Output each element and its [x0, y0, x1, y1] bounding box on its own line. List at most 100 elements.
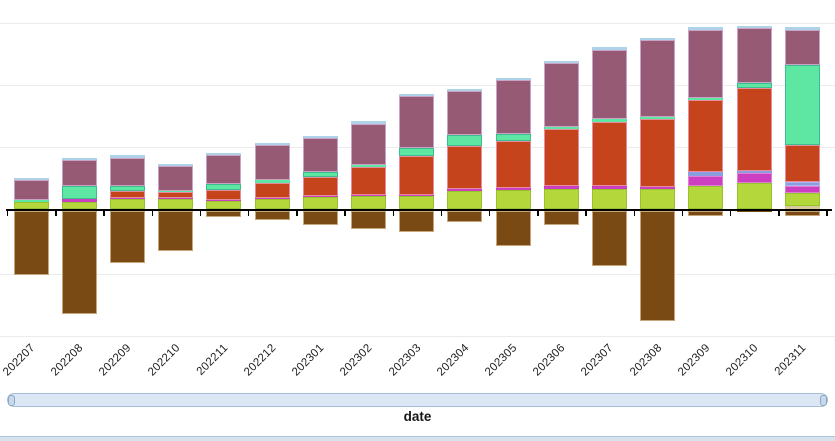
- tan-segment-202311[interactable]: [784, 205, 820, 209]
- red-orange-segment-202308[interactable]: [640, 119, 676, 187]
- purple-segment-202306[interactable]: [543, 63, 579, 127]
- light-blue-cap-segment-202306[interactable]: [543, 61, 579, 63]
- mint-segment-202209[interactable]: [109, 186, 145, 191]
- yellow-green-segment-202208[interactable]: [61, 201, 97, 209]
- date-range-scrollbar[interactable]: [7, 393, 828, 407]
- magenta-segment-202212[interactable]: [254, 197, 290, 199]
- brown-negative-segment-202309[interactable]: [688, 211, 724, 216]
- brown-negative-segment-202307[interactable]: [591, 211, 627, 266]
- mint-segment-202303[interactable]: [399, 148, 435, 156]
- magenta-segment-202305[interactable]: [495, 188, 531, 190]
- magenta-segment-202304[interactable]: [447, 189, 483, 191]
- scrollbar-right-handle[interactable]: [820, 394, 827, 406]
- mint-segment-202211[interactable]: [206, 183, 242, 190]
- purple-segment-202311[interactable]: [784, 29, 820, 65]
- light-blue-cap-segment-202207[interactable]: [13, 177, 49, 180]
- brown-negative-segment-202303[interactable]: [399, 211, 435, 232]
- light-blue-cap-segment-202209[interactable]: [109, 155, 145, 158]
- red-orange-segment-202304[interactable]: [447, 146, 483, 189]
- mint-segment-202212[interactable]: [254, 180, 290, 183]
- yellow-green-segment-202306[interactable]: [543, 188, 579, 209]
- purple-segment-202303[interactable]: [399, 95, 435, 148]
- yellow-green-segment-202311[interactable]: [784, 192, 820, 206]
- brown-negative-segment-202306[interactable]: [543, 211, 579, 225]
- brown-negative-segment-202210[interactable]: [158, 211, 194, 251]
- yellow-green-segment-202301[interactable]: [302, 197, 338, 209]
- brown-negative-segment-202211[interactable]: [206, 211, 242, 217]
- red-orange-segment-202212[interactable]: [254, 183, 290, 198]
- red-orange-segment-202209[interactable]: [109, 191, 145, 198]
- mint-segment-202306[interactable]: [543, 126, 579, 129]
- yellow-green-segment-202310[interactable]: [736, 182, 772, 209]
- purple-segment-202304[interactable]: [447, 91, 483, 135]
- red-orange-segment-202311[interactable]: [784, 144, 820, 182]
- magenta-segment-202210[interactable]: [158, 197, 194, 199]
- purple-segment-202210[interactable]: [158, 166, 194, 191]
- light-blue-cap-segment-202302[interactable]: [350, 121, 386, 124]
- light-blue-cap-segment-202310[interactable]: [736, 25, 772, 28]
- brown-negative-segment-202310[interactable]: [736, 211, 772, 212]
- magenta-segment-202301[interactable]: [302, 196, 338, 197]
- mint-segment-202310[interactable]: [736, 83, 772, 88]
- mint-segment-202207[interactable]: [13, 200, 49, 202]
- periwinkle-segment-202310[interactable]: [736, 170, 772, 173]
- brown-negative-segment-202209[interactable]: [109, 211, 145, 263]
- yellow-green-segment-202307[interactable]: [591, 189, 627, 209]
- purple-segment-202305[interactable]: [495, 80, 531, 134]
- magenta-segment-202209[interactable]: [109, 197, 145, 199]
- magenta-segment-202211[interactable]: [206, 199, 242, 201]
- mint-segment-202210[interactable]: [158, 190, 194, 192]
- magenta-segment-202309[interactable]: [688, 175, 724, 186]
- purple-segment-202310[interactable]: [736, 28, 772, 83]
- light-blue-cap-segment-202301[interactable]: [302, 135, 338, 138]
- purple-segment-202308[interactable]: [640, 40, 676, 117]
- yellow-green-segment-202211[interactable]: [206, 200, 242, 209]
- purple-segment-202209[interactable]: [109, 157, 145, 186]
- purple-segment-202302[interactable]: [350, 123, 386, 165]
- brown-negative-segment-202305[interactable]: [495, 211, 531, 246]
- magenta-segment-202307[interactable]: [591, 186, 627, 189]
- mint-segment-202302[interactable]: [350, 165, 386, 167]
- yellow-green-segment-202305[interactable]: [495, 190, 531, 209]
- mint-segment-202301[interactable]: [302, 171, 338, 177]
- yellow-green-segment-202309[interactable]: [688, 185, 724, 209]
- mint-segment-202311[interactable]: [784, 65, 820, 145]
- light-blue-cap-segment-202311[interactable]: [784, 27, 820, 30]
- yellow-green-segment-202302[interactable]: [350, 195, 386, 209]
- magenta-segment-202311[interactable]: [784, 185, 820, 193]
- brown-negative-segment-202207[interactable]: [13, 211, 49, 275]
- red-orange-segment-202306[interactable]: [543, 129, 579, 186]
- mint-segment-202304[interactable]: [447, 134, 483, 146]
- magenta-segment-202208[interactable]: [61, 199, 97, 202]
- brown-negative-segment-202301[interactable]: [302, 211, 338, 225]
- purple-segment-202309[interactable]: [688, 29, 724, 98]
- brown-negative-segment-202302[interactable]: [350, 211, 386, 229]
- red-orange-segment-202301[interactable]: [302, 176, 338, 196]
- scrollbar-left-handle[interactable]: [7, 394, 15, 406]
- magenta-segment-202303[interactable]: [399, 194, 435, 196]
- yellow-green-segment-202210[interactable]: [158, 198, 194, 209]
- brown-negative-segment-202311[interactable]: [784, 211, 820, 216]
- purple-segment-202211[interactable]: [206, 154, 242, 184]
- periwinkle-segment-202309[interactable]: [688, 172, 724, 176]
- purple-segment-202207[interactable]: [13, 180, 49, 200]
- brown-negative-segment-202304[interactable]: [447, 211, 483, 222]
- yellow-green-segment-202209[interactable]: [109, 198, 145, 209]
- periwinkle-segment-202311[interactable]: [784, 181, 820, 186]
- red-orange-segment-202309[interactable]: [688, 100, 724, 172]
- light-blue-cap-segment-202307[interactable]: [591, 47, 627, 50]
- yellow-green-segment-202304[interactable]: [447, 191, 483, 209]
- mint-segment-202308[interactable]: [640, 117, 676, 119]
- mint-segment-202208[interactable]: [61, 186, 97, 199]
- mint-segment-202309[interactable]: [688, 97, 724, 100]
- red-orange-segment-202210[interactable]: [158, 191, 194, 198]
- light-blue-cap-segment-202305[interactable]: [495, 78, 531, 80]
- purple-segment-202208[interactable]: [61, 160, 97, 186]
- light-blue-cap-segment-202212[interactable]: [254, 142, 290, 145]
- magenta-segment-202302[interactable]: [350, 194, 386, 196]
- yellow-green-segment-202207[interactable]: [13, 202, 49, 209]
- purple-segment-202212[interactable]: [254, 144, 290, 180]
- red-orange-segment-202307[interactable]: [591, 121, 627, 186]
- red-orange-segment-202303[interactable]: [399, 155, 435, 195]
- light-blue-cap-segment-202211[interactable]: [206, 152, 242, 155]
